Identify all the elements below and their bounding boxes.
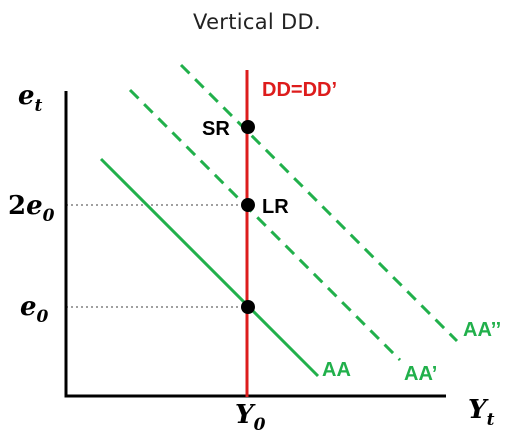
lr-label: LR	[262, 196, 289, 218]
lr-point	[241, 198, 255, 212]
initial-equilibrium-point	[241, 300, 255, 314]
sr-label: SR	[202, 118, 230, 140]
y-tick-e0: e0	[20, 292, 49, 327]
x-tick-y0: Y0	[235, 400, 266, 435]
aa-double-prime-curve	[179, 63, 459, 343]
aa-double-prime-label: AA’’	[463, 319, 501, 341]
x-axis-label: Yt	[468, 395, 495, 430]
y-tick-2e0: 2e0	[8, 191, 55, 226]
aa-label: AA	[322, 359, 351, 381]
diagram-title: Vertical DD.	[193, 10, 321, 34]
aa-prime-label: AA’	[404, 363, 437, 385]
aa-curve	[99, 157, 320, 378]
sr-point	[241, 120, 255, 134]
dd-label: DD=DD’	[262, 79, 337, 101]
aa-prime-curve	[128, 88, 402, 362]
y-axis-label: et	[18, 81, 43, 116]
